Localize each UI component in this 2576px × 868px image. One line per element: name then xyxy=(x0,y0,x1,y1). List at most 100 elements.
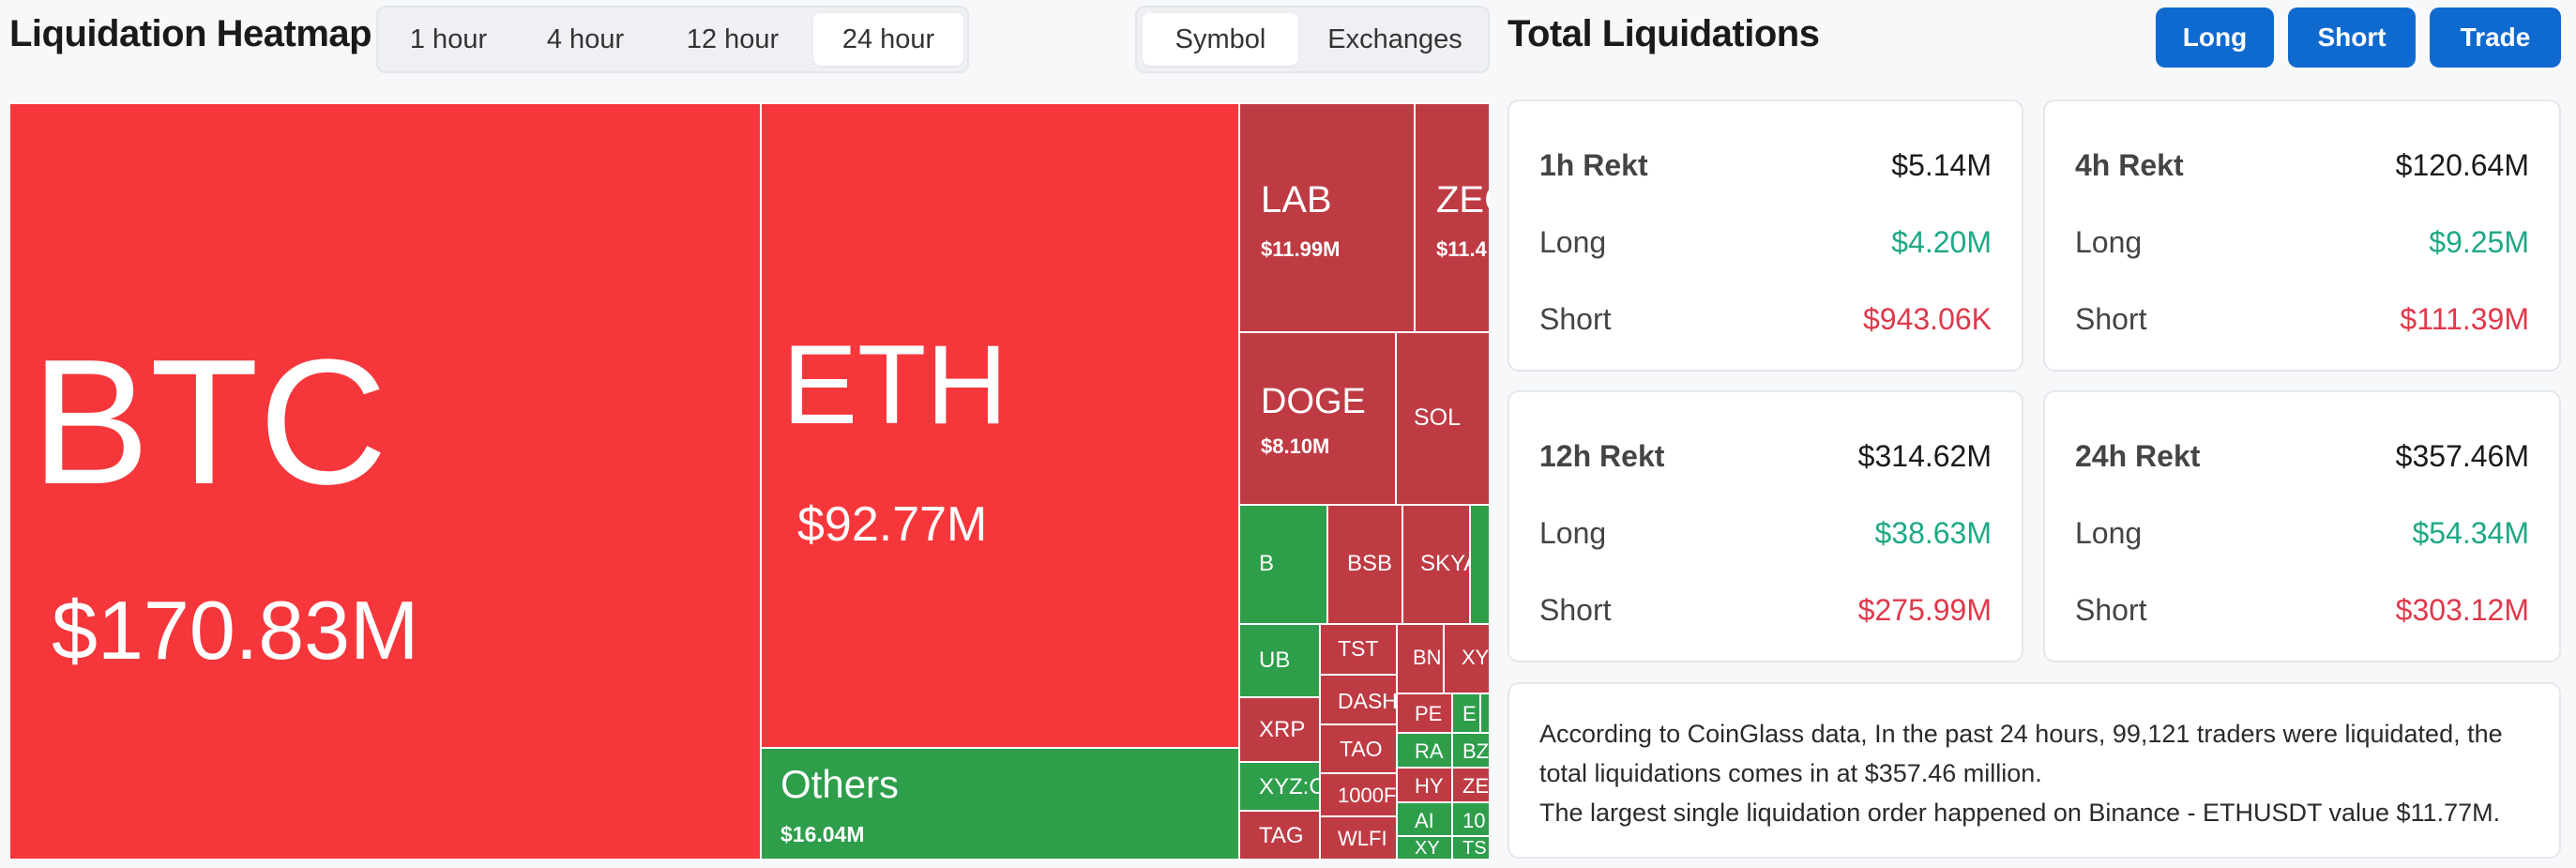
rekt-label: 24h Rekt xyxy=(2075,439,2201,473)
tile-symbol: PE xyxy=(1415,702,1443,725)
short-value: $303.12M xyxy=(2395,593,2529,627)
tile-symbol: WLFI xyxy=(1338,827,1387,850)
tile-ra[interactable]: RA xyxy=(1397,733,1452,768)
liquidation-treemap: BTC $170.83M ETH $92.77M Others $16.04M … xyxy=(9,103,1490,860)
short-value: $111.39M xyxy=(2400,302,2529,336)
tab-4-hour[interactable]: 4 hour xyxy=(546,24,625,54)
tile-symbol: BN xyxy=(1413,646,1442,669)
page-title: Liquidation Heatmap xyxy=(9,13,372,54)
tile-symbol: BSB xyxy=(1347,551,1393,576)
tile-symbol: ZE xyxy=(1462,774,1490,798)
rekt-long-row: Long $38.63M xyxy=(1539,516,1992,554)
rekt-total-value: $120.64M xyxy=(2395,148,2529,182)
tile-symbol: B xyxy=(1259,551,1275,576)
tile-bsb[interactable]: BSB xyxy=(1327,505,1402,624)
tile-symbol: DOGE xyxy=(1261,382,1366,421)
rekt-card-1h: 1h Rekt $5.14M Long $4.20M Short $943.06… xyxy=(1508,99,2023,372)
summary-line-2: total liquidations comes in at $357.46 m… xyxy=(1539,759,2042,787)
short-value: $943.06K xyxy=(1862,302,1992,336)
long-value: $54.34M xyxy=(2412,516,2529,550)
tab-12-hour[interactable]: 12 hour xyxy=(686,24,780,54)
tile-wlfi[interactable]: WLFI xyxy=(1320,816,1397,860)
rekt-long-row: Long $9.25M xyxy=(2075,225,2529,263)
long-value: $4.20M xyxy=(1891,225,1992,259)
group-by-tabs: Symbol Exchanges xyxy=(1135,6,1490,73)
short-button[interactable]: Short xyxy=(2288,8,2416,68)
tile-symbol: BZ xyxy=(1462,739,1490,763)
tile-eth[interactable]: ETH $92.77M xyxy=(761,103,1239,748)
tile-value: $11.4 xyxy=(1436,237,1487,261)
tile-small-green[interactable] xyxy=(1480,693,1490,733)
short-label: Short xyxy=(1539,302,1612,336)
tile-symbol: SOL xyxy=(1414,404,1462,431)
liquidation-summary: According to CoinGlass data, In the past… xyxy=(1508,682,2561,859)
tile-10[interactable]: 10 xyxy=(1452,802,1490,836)
rekt-total-value: $314.62M xyxy=(1857,439,1992,473)
tile-bz[interactable]: BZ xyxy=(1452,733,1490,768)
tile-value: $92.77M xyxy=(797,497,988,552)
tile-symbol: Others xyxy=(780,762,900,806)
tile-skya[interactable]: SKYA xyxy=(1402,505,1470,624)
tab-exchanges[interactable]: Exchanges xyxy=(1327,24,1462,54)
tile-zec[interactable]: ZEC $11.4 xyxy=(1415,103,1490,332)
tile-symbol: E xyxy=(1462,702,1477,725)
tile-value: $170.83M xyxy=(52,584,419,677)
tile-tag[interactable]: TAG xyxy=(1239,811,1320,860)
rekt-total-value: $357.46M xyxy=(2395,439,2529,473)
tile-bn[interactable]: BN xyxy=(1397,624,1444,693)
rekt-total-row: 12h Rekt $314.62M xyxy=(1539,439,1992,477)
tile-ts[interactable]: TS xyxy=(1452,836,1490,860)
tile-xyz-c[interactable]: XYZ:C xyxy=(1239,762,1320,811)
summary-line-1: According to CoinGlass data, In the past… xyxy=(1539,720,2503,748)
tile-ai[interactable]: AI xyxy=(1397,802,1452,836)
tile-e[interactable]: E xyxy=(1452,693,1480,733)
tab-symbol[interactable]: Symbol xyxy=(1143,13,1298,66)
tile-xy[interactable]: XY xyxy=(1444,624,1490,693)
tile-value: $8.10M xyxy=(1261,434,1330,458)
long-label: Long xyxy=(2075,225,2143,259)
tile-symbol: SKYA xyxy=(1420,551,1469,576)
short-label: Short xyxy=(2075,302,2147,336)
tile-xy-2[interactable]: XY xyxy=(1397,836,1452,860)
short-value: $275.99M xyxy=(1857,593,1992,627)
rekt-label: 12h Rekt xyxy=(1539,439,1665,473)
tile-doge[interactable]: DOGE $8.10M xyxy=(1239,332,1396,505)
tile-symbol: BTC xyxy=(31,323,387,522)
tile-symbol: XY xyxy=(1462,646,1490,669)
tile-tao[interactable]: TAO xyxy=(1320,724,1397,773)
long-value: $38.63M xyxy=(1874,516,1992,550)
tile-ub[interactable]: UB xyxy=(1239,624,1320,697)
rekt-short-row: Short $111.39M xyxy=(2075,302,2529,340)
tab-24-hour[interactable]: 24 hour xyxy=(813,13,963,66)
short-label: Short xyxy=(1539,593,1612,627)
long-button[interactable]: Long xyxy=(2156,8,2274,68)
tile-symbol: XY xyxy=(1415,838,1440,859)
time-range-tabs: 1 hour 4 hour 12 hour 24 hour xyxy=(376,6,969,73)
tile-symbol: XRP xyxy=(1259,717,1306,742)
tile-1000f[interactable]: 1000F xyxy=(1320,773,1397,816)
tile-xrp[interactable]: XRP xyxy=(1239,697,1320,762)
tile-symbol: ZEC xyxy=(1436,179,1489,221)
rekt-label: 4h Rekt xyxy=(2075,148,2184,182)
total-liquidations-title: Total Liquidations xyxy=(1508,13,1820,54)
tile-lab[interactable]: LAB $11.99M xyxy=(1239,103,1415,332)
tile-dash[interactable]: DASH xyxy=(1320,675,1397,724)
tile-small-green[interactable] xyxy=(1470,505,1490,624)
tile-symbol: ETH xyxy=(782,322,1008,448)
rekt-total-row: 4h Rekt $120.64M xyxy=(2075,148,2529,186)
trade-button[interactable]: Trade xyxy=(2430,8,2561,68)
tile-sol[interactable]: SOL xyxy=(1396,332,1490,505)
long-label: Long xyxy=(1539,516,1607,550)
tile-tst[interactable]: TST xyxy=(1320,624,1397,675)
tile-hy[interactable]: HY xyxy=(1397,768,1452,802)
tile-ze[interactable]: ZE xyxy=(1452,768,1490,802)
tile-others[interactable]: Others $16.04M xyxy=(761,748,1239,860)
tile-b[interactable]: B xyxy=(1239,505,1327,624)
tile-symbol: DASH xyxy=(1338,689,1397,713)
tile-symbol: XYZ:C xyxy=(1259,774,1320,799)
tab-1-hour[interactable]: 1 hour xyxy=(409,24,488,54)
tile-btc[interactable]: BTC $170.83M xyxy=(9,103,761,860)
tile-pe[interactable]: PE xyxy=(1397,693,1452,733)
tile-value: $16.04M xyxy=(780,822,865,846)
rekt-card-24h: 24h Rekt $357.46M Long $54.34M Short $30… xyxy=(2043,390,2561,662)
